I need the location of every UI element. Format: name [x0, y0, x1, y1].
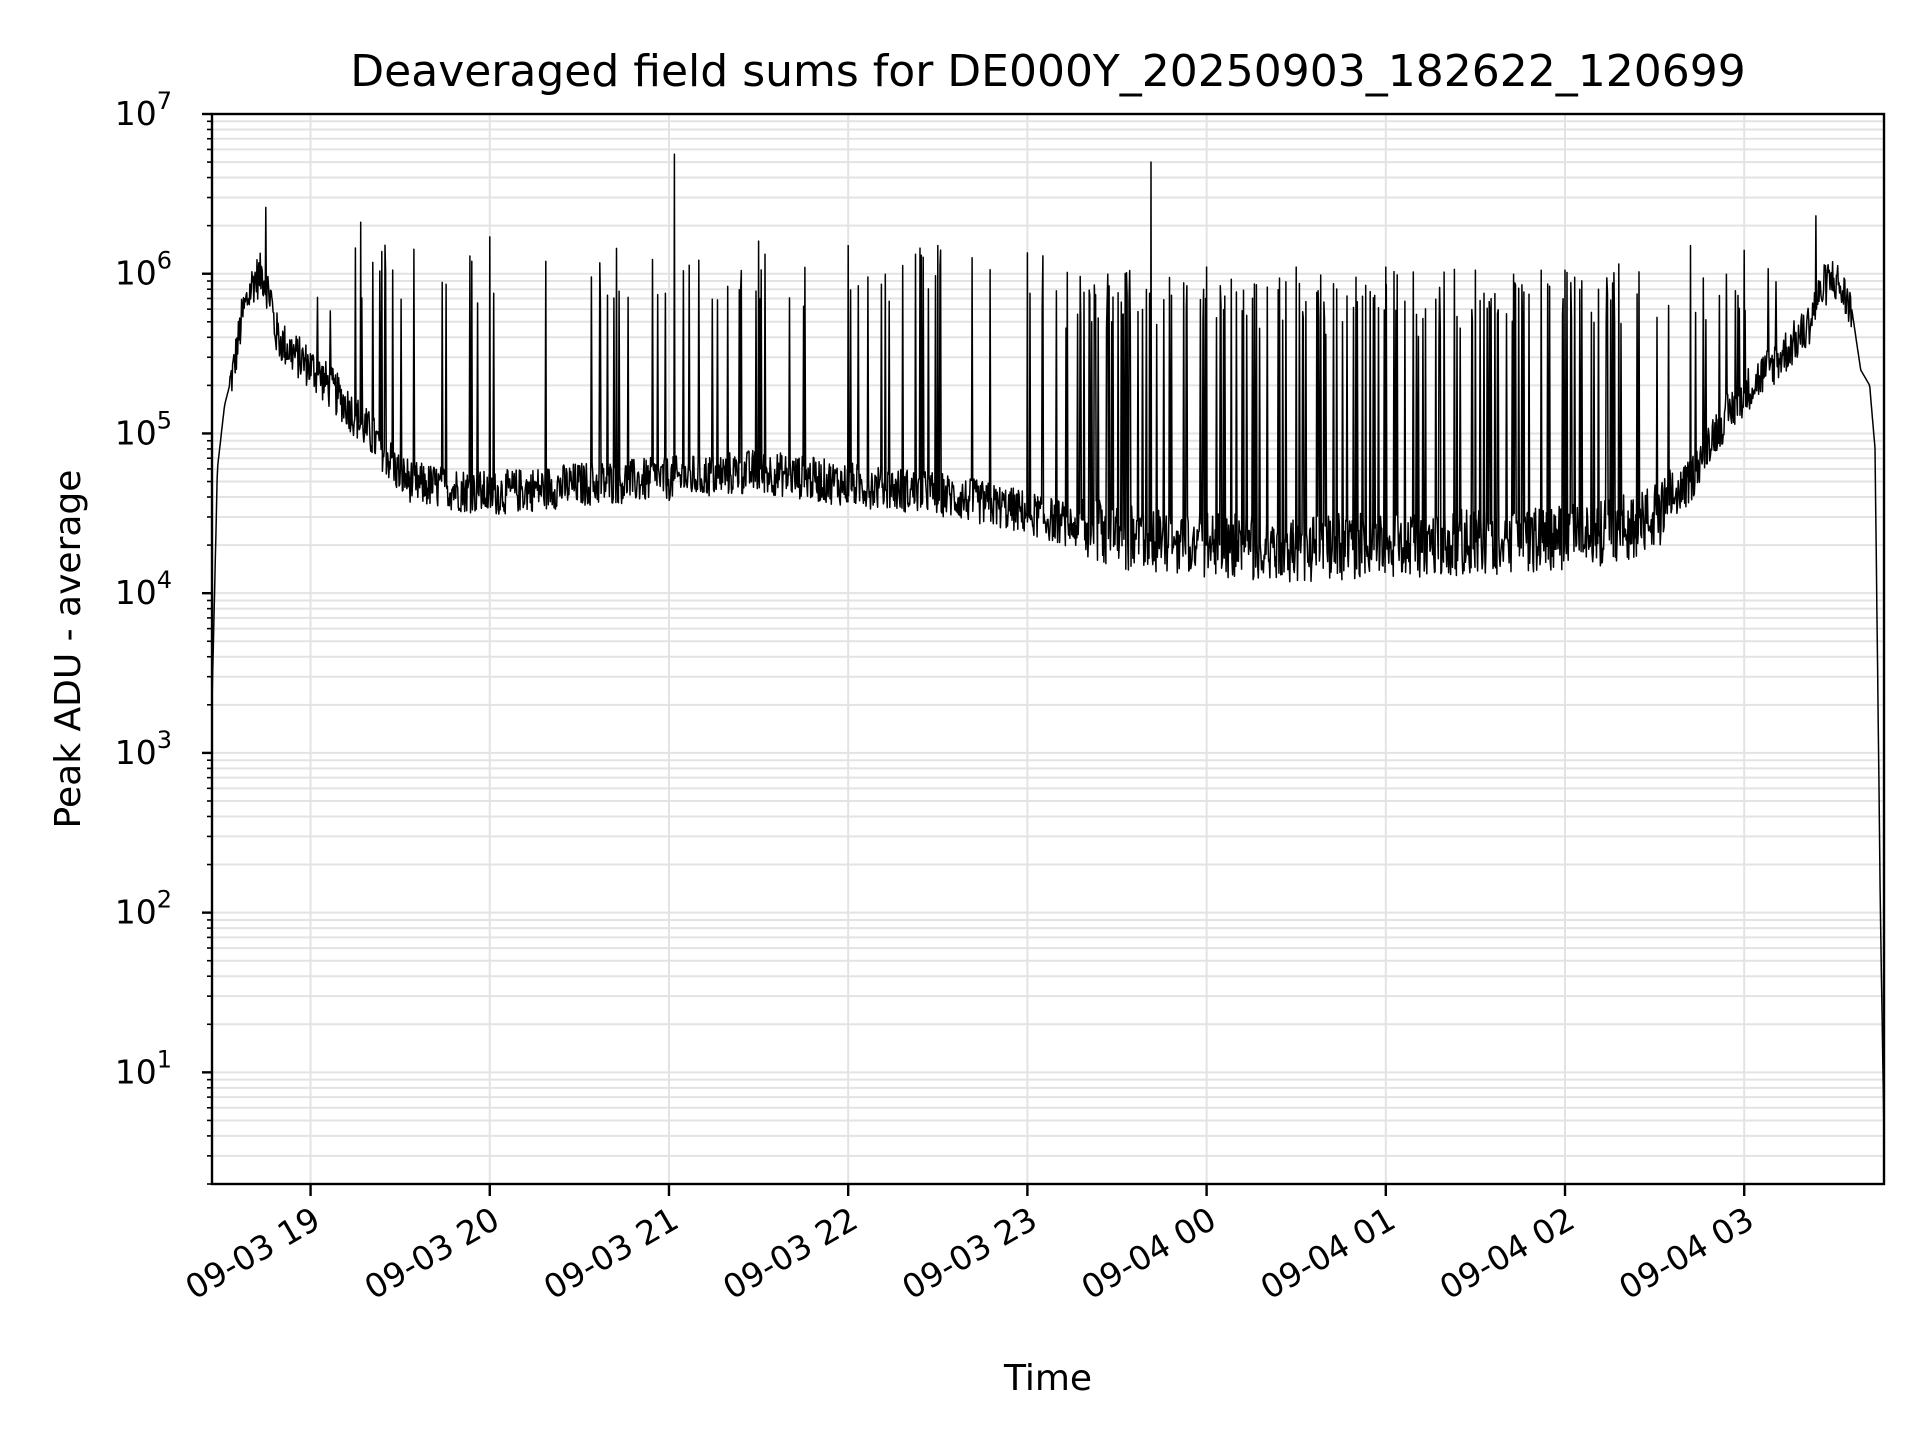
y-tick-base: 10	[115, 893, 157, 932]
series-line	[211, 153, 1885, 1136]
series-group	[211, 153, 1885, 1136]
y-tick-base: 10	[115, 573, 157, 612]
plot-frame	[210, 112, 1886, 1186]
y-tick-exponent: 6	[157, 247, 172, 275]
chart-title: Deaveraged field sums for DE000Y_2025090…	[350, 46, 1745, 97]
y-tick-exponent: 5	[157, 406, 172, 434]
y-tick-label: 105	[115, 406, 172, 452]
grid	[212, 113, 1884, 1185]
y-tick-exponent: 1	[157, 1045, 172, 1073]
y-tick-label: 107	[115, 87, 172, 133]
y-tick-base: 10	[115, 94, 157, 133]
y-tick-label: 102	[115, 886, 172, 932]
ticks	[202, 112, 1746, 1196]
y-tick-base: 10	[115, 1052, 157, 1091]
y-tick-label: 104	[115, 566, 172, 612]
x-axis-label: Time	[1003, 1358, 1092, 1399]
y-tick-base: 10	[115, 254, 157, 293]
y-tick-base: 10	[115, 733, 157, 772]
y-tick-exponent: 3	[157, 726, 172, 754]
y-tick-exponent: 2	[157, 886, 172, 914]
y-tick-label: 103	[115, 726, 172, 772]
y-axis-label: Peak ADU - average	[48, 470, 89, 829]
y-tick-base: 10	[115, 413, 157, 452]
y-tick-exponent: 7	[157, 87, 172, 115]
y-tick-exponent: 4	[157, 566, 172, 594]
y-tick-label: 106	[115, 247, 172, 293]
y-tick-label: 101	[115, 1045, 172, 1091]
